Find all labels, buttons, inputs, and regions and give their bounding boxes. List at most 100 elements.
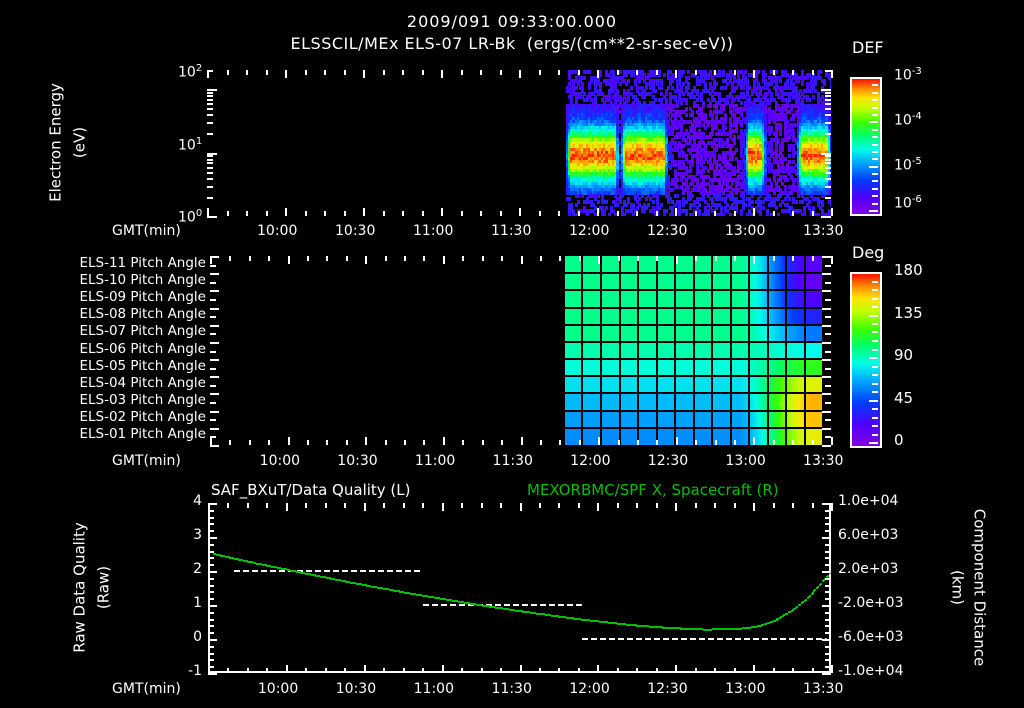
deg-colorbar-tick — [869, 400, 878, 402]
pitch-angle-row-label: ELS-02 Pitch Angle — [79, 409, 206, 426]
deg-colorbar-tick — [872, 349, 878, 351]
xtick-label: 10:00 — [257, 223, 298, 239]
def-colorbar-tick — [872, 144, 878, 146]
def-colorbar-tick — [869, 210, 878, 212]
deg-colorbar-tick — [872, 417, 878, 419]
top-xlabel: GMT(min) — [112, 223, 181, 239]
deg-colorbar-tick — [872, 434, 878, 436]
def-colorbar-tick — [872, 173, 878, 175]
pitch-angle-heatmap — [210, 256, 831, 445]
bottom-ytick-left: 0 — [193, 629, 202, 645]
def-colorbar-tick — [872, 99, 878, 101]
xtick-label: 13:30 — [803, 223, 844, 239]
def-colorbar-tick — [872, 129, 878, 131]
deg-colorbar-tick — [869, 442, 878, 444]
xtick-label: 12:30 — [647, 223, 688, 239]
deg-tick-label: 135 — [894, 303, 923, 322]
xtick-label: 12:00 — [570, 453, 611, 469]
deg-colorbar-tick — [869, 357, 878, 359]
deg-tick-label: 180 — [894, 261, 923, 279]
top-ytick-1e0: 100 — [178, 208, 203, 226]
top-ylabel: Electron Energy — [46, 83, 65, 202]
xtick-label: 11:30 — [491, 681, 532, 697]
bottom-ytick-right: -1.0e+04 — [838, 663, 904, 679]
data-quality-panel — [208, 503, 833, 675]
deg-colorbar-tick — [872, 289, 878, 291]
xtick-label: 12:30 — [647, 681, 688, 697]
pitch-angle-panel — [210, 256, 833, 447]
def-tick-label: 10-5 — [894, 156, 922, 174]
top-panel-ticks — [207, 70, 833, 218]
bottom-xlabel: GMT(min) — [112, 681, 181, 697]
middle-panel-ticks — [210, 256, 833, 447]
top-ylabel-units: (eV) — [70, 126, 89, 159]
deg-colorbar-tick — [872, 425, 878, 427]
deg-colorbar-tick — [872, 383, 878, 385]
deg-colorbar-tick — [872, 408, 878, 410]
xtick-label: 10:00 — [259, 453, 301, 469]
def-tick-label: 10-3 — [894, 66, 922, 84]
def-colorbar-tick — [872, 151, 878, 153]
bottom-ytick-left: 4 — [193, 493, 202, 509]
page-subtitle: ELSSCIL/MEx ELS-07 LR-Bk (ergs/(cm**2-sr… — [290, 34, 734, 53]
pitch-angle-row-label: ELS-08 Pitch Angle — [79, 306, 206, 323]
xtick-label: 10:30 — [335, 681, 377, 697]
deg-colorbar-tick — [872, 391, 878, 393]
xtick-label: 10:30 — [335, 223, 376, 239]
def-colorbar-tick — [869, 77, 878, 79]
xtick-label: 13:00 — [725, 453, 766, 469]
deg-colorbar-tick — [872, 366, 878, 368]
deg-colorbar-tick — [872, 281, 878, 283]
bottom-panel-plot — [208, 503, 831, 673]
xtick-label: 13:30 — [803, 681, 844, 697]
bottom-title-right: MEXORBMC/SPF X, Spacecraft (R) — [527, 481, 779, 499]
def-colorbar-tick — [872, 203, 878, 205]
bottom-ytick-right: -2.0e+03 — [838, 595, 904, 611]
def-colorbar-tick — [872, 92, 878, 94]
bottom-ylabel-left: Raw Data Quality — [70, 522, 89, 653]
bottom-ylabel-right-units: (km) — [948, 569, 967, 605]
deg-colorbar-tick — [872, 298, 878, 300]
xtick-label: 11:00 — [413, 681, 454, 697]
deg-tick-label: 0 — [894, 431, 904, 449]
xtick-label: 10:00 — [257, 681, 299, 697]
bottom-ylabel-left-units: (Raw) — [94, 565, 113, 610]
def-colorbar-tick — [872, 114, 878, 116]
xtick-label: 11:30 — [492, 453, 533, 469]
xtick-label: 11:00 — [413, 223, 454, 239]
def-colorbar-tick — [872, 180, 878, 182]
pitch-angle-row-label: ELS-07 Pitch Angle — [79, 323, 206, 340]
top-ytick-1e1: 101 — [178, 136, 203, 154]
bottom-ytick-right: 1.0e+04 — [838, 493, 899, 509]
deg-colorbar-tick — [872, 331, 878, 333]
def-colorbar-tick — [872, 136, 878, 138]
def-colorbar-tick — [869, 121, 878, 123]
xtick-label: 11:00 — [414, 453, 456, 469]
xtick-label: 13:30 — [803, 453, 844, 469]
def-tick-label: 10-6 — [894, 194, 922, 212]
top-ytick-1e2: 102 — [178, 63, 203, 81]
bottom-ylabel-right: Component Distance — [970, 508, 989, 667]
xtick-label: 10:30 — [337, 453, 378, 469]
deg-tick-label: 90 — [894, 346, 914, 364]
bottom-ytick-left: 3 — [193, 527, 202, 543]
def-colorbar-tick — [872, 107, 878, 109]
xtick-label: 12:00 — [569, 681, 610, 697]
middle-xlabel: GMT(min) — [112, 453, 181, 469]
xtick-label: 13:00 — [725, 223, 766, 239]
def-colorbar-tick — [872, 84, 878, 86]
deg-colorbar-tick — [869, 272, 878, 274]
bottom-ytick-right: 2.0e+03 — [838, 561, 899, 577]
deg-colorbar-tick — [869, 315, 878, 317]
bottom-ytick-left: 2 — [193, 561, 202, 577]
def-colorbar-tick — [872, 188, 878, 190]
deg-colorbar-title: Deg — [852, 243, 885, 262]
pitch-angle-row-label: ELS-09 Pitch Angle — [79, 288, 206, 305]
deg-colorbar-tick — [872, 374, 878, 376]
pitch-angle-row-label: ELS-11 Pitch Angle — [79, 254, 206, 271]
bottom-panel-ticks — [208, 503, 833, 675]
def-colorbar-tick — [872, 195, 878, 197]
deg-tick-label: 45 — [894, 388, 914, 407]
bottom-ytick-right: -6.0e+03 — [838, 629, 904, 645]
deg-colorbar-tick — [872, 323, 878, 325]
